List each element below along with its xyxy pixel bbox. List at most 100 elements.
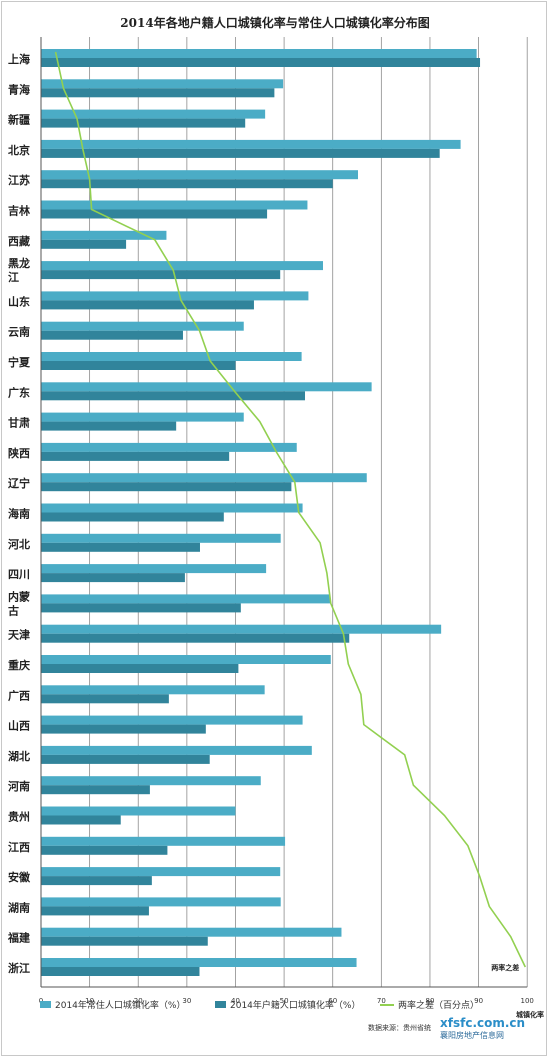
watermark-url: xfsfc.com.cn <box>440 1016 526 1030</box>
x-axis-label: 城镇化率 <box>516 1010 544 1019</box>
gap-series-line <box>54 51 527 968</box>
bar-hukou <box>41 936 208 946</box>
x-tick-label: 30 <box>182 997 191 1005</box>
bar-hukou <box>41 664 239 673</box>
bar-hukou <box>41 451 230 461</box>
bar-resident <box>41 594 331 604</box>
bar-resident <box>41 412 244 422</box>
category-label: 内蒙 <box>8 589 30 603</box>
x-tick-label: 40 <box>231 997 240 1005</box>
bar-hukou <box>41 179 333 189</box>
category-labels: 上海青海新疆北京江苏吉林西藏黑龙江山东云南宁夏广东甘肃陕西辽宁海南河北四川内蒙古… <box>7 52 31 975</box>
bar-resident <box>41 836 286 846</box>
bar-hukou <box>41 815 121 825</box>
category-label: 福建 <box>7 931 31 945</box>
bar-resident <box>41 776 261 786</box>
category-label: 湖北 <box>8 749 30 763</box>
category-label: 重庆 <box>8 658 30 672</box>
watermark-subtitle: 襄阳房地产信息网 <box>440 1031 504 1040</box>
category-label: 青海 <box>8 82 30 96</box>
bar-hukou <box>41 209 268 219</box>
bar-hukou <box>41 845 168 855</box>
category-label: 河北 <box>8 537 30 551</box>
x-tick-label: 100 <box>521 997 534 1005</box>
x-tick-label: 10 <box>85 997 94 1005</box>
legend-item-hukou: 2014年户籍人口城镇化率（%） <box>215 998 360 1011</box>
category-label: 湖南 <box>8 900 30 914</box>
bar-resident <box>41 685 265 695</box>
bar-resident <box>41 261 323 271</box>
legend-swatch-gap <box>380 1003 394 1006</box>
bar-resident <box>41 745 312 755</box>
bar-hukou <box>41 482 292 492</box>
category-label: 西藏 <box>8 234 30 248</box>
bar-hukou <box>41 58 481 67</box>
watermark-logo: xfsfc.com.cn 襄阳房地产信息网 <box>440 1016 535 1050</box>
bar-hukou <box>41 148 440 158</box>
legend-label-gap: 两率之差（百分点） <box>398 1001 480 1011</box>
category-label: 天津 <box>8 628 30 642</box>
bar-hukou <box>41 754 210 764</box>
legend-item-resident: 2014年常住人口城镇化率（%） <box>40 998 185 1011</box>
bar-hukou <box>41 603 241 613</box>
bar-hukou <box>41 421 177 431</box>
category-label: 贵州 <box>8 810 30 824</box>
category-label: 浙江 <box>8 961 30 975</box>
x-tick-label: 20 <box>134 997 143 1005</box>
bar-resident <box>41 533 281 543</box>
bar-resident <box>41 79 284 89</box>
category-label: 甘肃 <box>8 416 30 430</box>
category-label: 陕西 <box>8 446 30 460</box>
bar-resident <box>41 806 236 816</box>
legend: 2014年常住人口城镇化率（%） 2014年户籍人口城镇化率（%） 两率之差（百… <box>0 998 550 1014</box>
category-label: 云南 <box>8 325 30 339</box>
category-label: 吉林 <box>8 204 30 218</box>
bar-resident <box>41 200 308 210</box>
bar-hukou <box>41 391 306 401</box>
gap-series-end-label: 两率之差 <box>491 963 519 972</box>
bar-resident <box>41 139 461 149</box>
bar-hukou <box>41 967 200 976</box>
bar-hukou <box>41 573 185 583</box>
bar-hukou <box>41 906 149 916</box>
category-label: 新疆 <box>8 113 30 127</box>
x-tick-label: 70 <box>377 997 386 1005</box>
bar-hukou <box>41 300 254 310</box>
category-label: 黑龙 <box>8 256 30 270</box>
category-label: 海南 <box>8 507 30 521</box>
bar-hukou <box>41 694 169 704</box>
bar-resident <box>41 958 357 967</box>
bar-resident <box>41 503 303 513</box>
bar-hukou <box>41 512 224 522</box>
category-label: 江 <box>8 270 19 284</box>
source-note: 数据来源：贵州省统 <box>368 1024 431 1032</box>
category-label: 上海 <box>8 52 30 66</box>
legend-swatch-hukou <box>215 1001 226 1008</box>
bar-resident <box>41 230 167 240</box>
bar-resident <box>41 715 303 725</box>
x-tick-label: 90 <box>474 997 483 1005</box>
difference-line: 两率之差 <box>54 51 527 972</box>
category-label: 江西 <box>8 840 30 854</box>
category-label: 山东 <box>8 294 30 308</box>
legend-item-gap: 两率之差（百分点） <box>380 998 479 1011</box>
category-label: 安徽 <box>8 870 31 884</box>
bar-hukou <box>41 361 236 370</box>
bar-resident <box>41 655 331 664</box>
bar-resident <box>41 291 309 301</box>
bar-resident <box>41 109 266 119</box>
bar-hukou <box>41 876 152 886</box>
category-label: 北京 <box>8 143 30 157</box>
bar-resident <box>41 927 342 937</box>
bar-hukou <box>41 270 281 280</box>
legend-swatch-resident <box>40 1001 51 1008</box>
bar-hukou <box>41 633 350 643</box>
bar-hukou <box>41 88 275 98</box>
bar-resident <box>41 624 442 634</box>
bar-resident <box>41 49 477 58</box>
bar-resident <box>41 170 359 180</box>
category-label: 辽宁 <box>8 476 30 490</box>
bar-hukou <box>41 724 206 734</box>
